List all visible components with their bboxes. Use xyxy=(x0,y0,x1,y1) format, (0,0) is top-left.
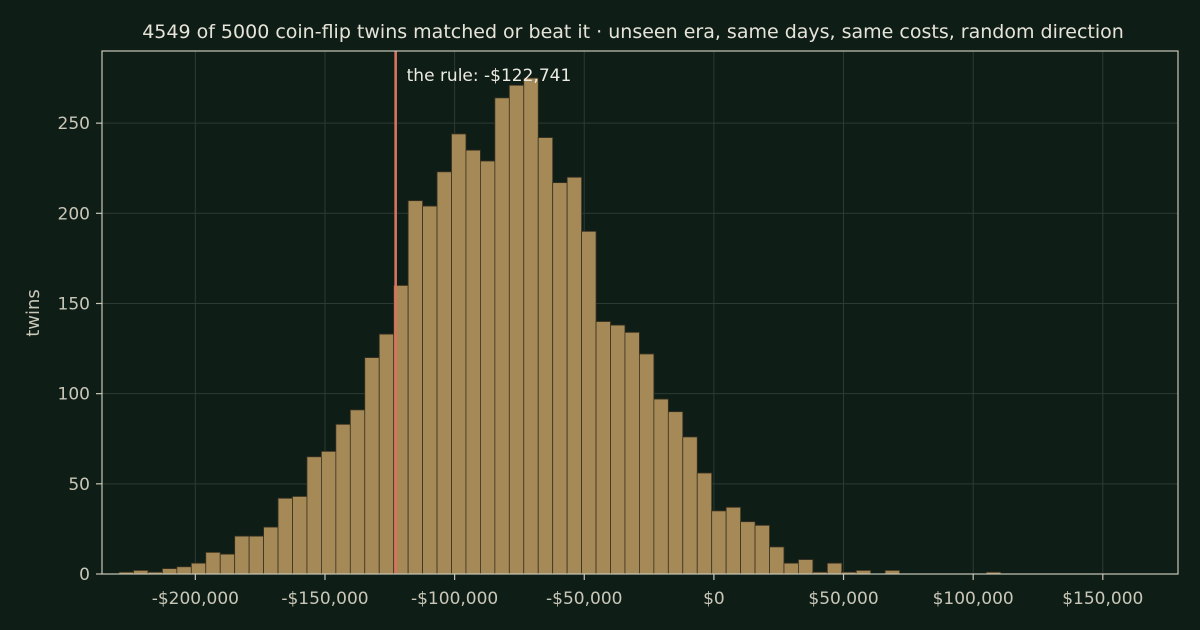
plot-frame xyxy=(101,50,1179,575)
histogram-bar xyxy=(494,97,510,575)
x-tick-label: $150,000 xyxy=(1062,589,1143,609)
histogram-bar xyxy=(451,133,467,575)
histogram-bar xyxy=(349,409,366,575)
histogram-bar xyxy=(537,137,554,575)
grid xyxy=(102,51,1178,575)
y-tick-label: 100 xyxy=(58,385,90,405)
x-tick-label: -$50,000 xyxy=(546,589,622,609)
histogram-bar xyxy=(176,566,192,575)
y-axis-label: twins xyxy=(23,289,44,337)
histogram-bar xyxy=(595,321,611,575)
y-tick-label: 250 xyxy=(58,114,90,134)
histogram-bar xyxy=(248,535,264,575)
histogram-bar xyxy=(378,333,395,575)
histogram-bar xyxy=(321,450,337,575)
axis-ticks: -$200,000 -$150,000 -$100,000 -$50,000 $0 $50… xyxy=(58,114,1144,609)
histogram-bar xyxy=(292,496,308,575)
histogram-bar xyxy=(769,546,785,575)
histogram-bar xyxy=(653,398,669,575)
histogram-bar xyxy=(523,77,539,575)
histogram-bar xyxy=(740,521,756,575)
histogram-bar xyxy=(162,568,178,575)
chart-title: 4549 of 5000 coin-flip twins matched or … xyxy=(142,21,1124,43)
histogram-bar xyxy=(480,160,496,575)
y-tick-label: 150 xyxy=(58,294,90,314)
histogram-bar xyxy=(234,535,250,575)
y-tick-label: 200 xyxy=(58,204,90,224)
histogram-bar xyxy=(581,230,597,575)
histogram-bar xyxy=(725,506,741,575)
histogram-bar xyxy=(552,182,568,575)
x-tick-label: -$200,000 xyxy=(152,589,239,609)
histogram-bar xyxy=(306,456,322,575)
histogram-bar xyxy=(667,411,684,575)
bars xyxy=(118,77,1002,575)
rule-marker-label: the rule: -$122,741 xyxy=(407,66,572,86)
histogram-bar xyxy=(508,84,525,575)
marker-group: the rule: -$122,741 xyxy=(394,51,572,574)
histogram-bar xyxy=(696,472,713,575)
histogram-bar xyxy=(826,562,843,575)
histogram-bar xyxy=(798,559,814,575)
histogram-bar xyxy=(219,553,236,575)
histogram-bar xyxy=(754,524,770,575)
y-tick-label: 50 xyxy=(68,475,90,495)
histogram-bar xyxy=(436,171,452,575)
histogram-bar xyxy=(263,526,279,575)
histogram-bar xyxy=(205,551,221,575)
histogram-bar xyxy=(682,436,698,575)
histogram-bar xyxy=(610,324,626,575)
histogram-bar xyxy=(783,562,799,575)
y-tick-label: 0 xyxy=(79,565,90,585)
x-tick-label: $50,000 xyxy=(808,589,878,609)
histogram-bar xyxy=(277,497,293,575)
histogram-bar xyxy=(422,205,438,575)
histogram-bar xyxy=(190,562,207,575)
histogram-bar xyxy=(711,510,727,575)
histogram-bar xyxy=(566,176,582,575)
histogram-bar xyxy=(335,423,351,575)
histogram-bar xyxy=(639,353,655,575)
x-tick-label: -$150,000 xyxy=(281,589,368,609)
histogram-bar xyxy=(407,200,423,575)
histogram-bar xyxy=(624,331,640,575)
x-tick-label: $0 xyxy=(703,589,725,609)
histogram-bar xyxy=(364,357,380,575)
x-tick-label: $100,000 xyxy=(933,589,1014,609)
x-tick-label: -$100,000 xyxy=(411,589,498,609)
histogram-bar xyxy=(465,149,481,575)
